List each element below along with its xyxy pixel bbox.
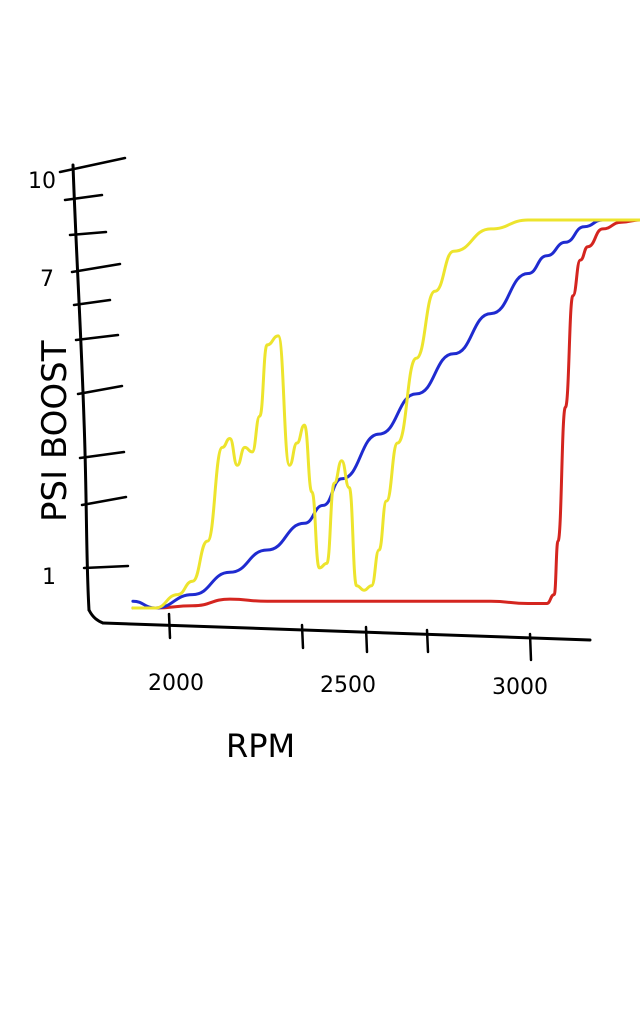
- y-axis-foot: [87, 608, 105, 625]
- y-axis: [71, 163, 91, 612]
- x-axis-ticks: [167, 612, 533, 662]
- x-tick-label: 3000: [492, 675, 548, 700]
- y-tick-labels: 1 7 10: [28, 169, 56, 590]
- series-line: [131, 218, 640, 610]
- y-axis-ticks: [58, 156, 130, 570]
- series-line: [131, 218, 640, 610]
- y-tick-label: 7: [40, 267, 54, 292]
- x-axis-title: RPM: [226, 727, 295, 765]
- x-tick-labels: 2000 2500 3000: [148, 671, 548, 700]
- y-tick-label: 10: [28, 169, 56, 194]
- y-tick-label: 1: [42, 565, 56, 590]
- x-axis: [101, 621, 592, 642]
- x-tick-label: 2500: [320, 673, 376, 698]
- x-tick-label: 2000: [148, 671, 204, 696]
- series-line: [131, 218, 640, 610]
- series-layer: [131, 218, 640, 610]
- y-axis-title: PSI BOOST: [35, 340, 75, 522]
